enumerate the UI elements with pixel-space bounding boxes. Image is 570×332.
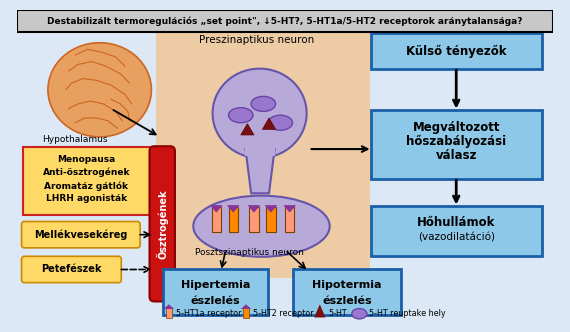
- Text: Hipotermia: Hipotermia: [312, 281, 382, 290]
- FancyBboxPatch shape: [23, 147, 150, 215]
- Text: Aromatáz gátlók: Aromatáz gátlók: [44, 181, 128, 191]
- Text: LHRH agonisták: LHRH agonisták: [46, 195, 127, 204]
- FancyBboxPatch shape: [22, 256, 121, 283]
- Text: Anti-ösztrogének: Anti-ösztrogének: [43, 168, 130, 177]
- Polygon shape: [227, 206, 239, 212]
- FancyBboxPatch shape: [211, 208, 221, 232]
- Polygon shape: [164, 304, 174, 309]
- Text: hőszabályozási: hőszabályozási: [406, 135, 506, 148]
- FancyBboxPatch shape: [249, 208, 259, 232]
- FancyBboxPatch shape: [162, 270, 268, 315]
- Text: Megváltozott: Megváltozott: [413, 121, 500, 134]
- FancyBboxPatch shape: [165, 307, 172, 318]
- Polygon shape: [156, 33, 370, 278]
- Text: Hypothalamus: Hypothalamus: [42, 135, 108, 144]
- Ellipse shape: [229, 108, 253, 123]
- FancyBboxPatch shape: [246, 146, 275, 156]
- Text: Hipertemia: Hipertemia: [181, 281, 250, 290]
- Text: Ösztrogének: Ösztrogének: [156, 190, 168, 259]
- Text: 5-HT1a receptor: 5-HT1a receptor: [176, 309, 241, 318]
- Text: 5-HT2 receptor: 5-HT2 receptor: [253, 309, 314, 318]
- Text: Hőhullámok: Hőhullámok: [417, 216, 495, 229]
- Ellipse shape: [268, 115, 292, 130]
- Polygon shape: [284, 206, 295, 212]
- Text: 5-HT: 5-HT: [328, 309, 347, 318]
- FancyBboxPatch shape: [294, 270, 401, 315]
- FancyBboxPatch shape: [149, 146, 175, 301]
- Text: Posztszinaptikus neuron: Posztszinaptikus neuron: [195, 248, 304, 257]
- Text: Petefészek: Petefészek: [41, 265, 101, 275]
- FancyBboxPatch shape: [229, 208, 238, 232]
- FancyBboxPatch shape: [370, 206, 542, 256]
- Text: Külső tényezők: Külső tényezők: [406, 44, 507, 58]
- Text: észlelés: észlelés: [190, 295, 240, 305]
- Polygon shape: [241, 304, 251, 309]
- FancyBboxPatch shape: [370, 110, 542, 179]
- Polygon shape: [265, 206, 276, 212]
- FancyBboxPatch shape: [17, 10, 553, 33]
- Text: Preszinaptikus neuron: Preszinaptikus neuron: [199, 35, 315, 45]
- FancyBboxPatch shape: [266, 208, 275, 232]
- Polygon shape: [249, 206, 259, 212]
- Text: 5-HT reuptake hely: 5-HT reuptake hely: [369, 309, 445, 318]
- Ellipse shape: [193, 196, 329, 257]
- Ellipse shape: [352, 308, 367, 319]
- FancyBboxPatch shape: [285, 208, 295, 232]
- Text: észlelés: észlelés: [322, 295, 372, 305]
- Text: válasz: válasz: [435, 149, 477, 162]
- Polygon shape: [262, 118, 275, 129]
- Polygon shape: [211, 206, 222, 212]
- Ellipse shape: [213, 69, 307, 158]
- Text: Destabilizált termoregulációs „set point", ↓5-HT?, 5-HT1a/5-HT2 receptorok arány: Destabilizált termoregulációs „set point…: [47, 16, 523, 26]
- FancyBboxPatch shape: [243, 307, 249, 318]
- Text: Menopausa: Menopausa: [58, 155, 116, 164]
- FancyBboxPatch shape: [370, 33, 542, 69]
- Polygon shape: [241, 124, 254, 135]
- Text: Mellékvesekéreg: Mellékvesekéreg: [34, 229, 128, 240]
- Text: (vazodilatáció): (vazodilatáció): [418, 232, 495, 242]
- Polygon shape: [246, 149, 275, 193]
- Ellipse shape: [48, 43, 152, 137]
- FancyBboxPatch shape: [22, 221, 140, 248]
- Ellipse shape: [251, 96, 275, 112]
- Polygon shape: [314, 304, 325, 317]
